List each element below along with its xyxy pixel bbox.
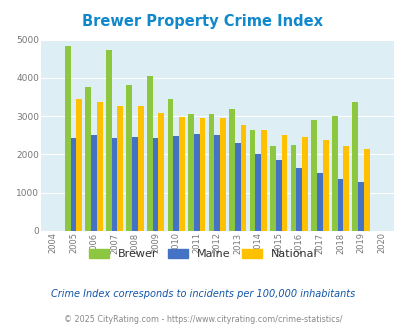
Bar [270,146,275,231]
Bar [70,138,76,231]
Bar [275,160,281,231]
Bar [296,168,301,231]
Bar [126,85,132,231]
Text: Brewer Property Crime Index: Brewer Property Crime Index [82,14,323,29]
Bar [132,137,138,231]
Bar [214,135,220,231]
Bar [357,182,363,231]
Bar [173,136,179,231]
Bar [117,106,123,231]
Bar [111,138,117,231]
Bar [167,99,173,231]
Bar [85,87,91,231]
Bar [158,113,164,231]
Text: © 2025 CityRating.com - https://www.cityrating.com/crime-statistics/: © 2025 CityRating.com - https://www.city… [64,315,341,324]
Bar [311,119,316,231]
Text: Crime Index corresponds to incidents per 100,000 inhabitants: Crime Index corresponds to incidents per… [51,289,354,299]
Bar [281,135,287,231]
Bar [316,173,322,231]
Bar [199,118,205,231]
Bar [228,109,234,231]
Bar [65,46,70,231]
Bar [240,125,246,231]
Bar [91,135,97,231]
Bar [193,134,199,231]
Bar [138,106,143,231]
Bar [260,130,266,231]
Bar [290,145,296,231]
Bar [249,130,255,231]
Bar [220,118,225,231]
Bar [76,99,82,231]
Bar [234,143,240,231]
Bar [152,138,158,231]
Bar [208,114,214,231]
Bar [97,102,102,231]
Bar [188,114,193,231]
Bar [331,116,337,231]
Bar [322,140,328,231]
Bar [147,76,152,231]
Bar [352,102,357,231]
Bar [255,154,260,231]
Bar [301,137,307,231]
Bar [337,179,343,231]
Bar [106,50,111,231]
Bar [179,117,184,231]
Bar [363,149,369,231]
Bar [343,147,348,231]
Legend: Brewer, Maine, National: Brewer, Maine, National [84,244,321,263]
